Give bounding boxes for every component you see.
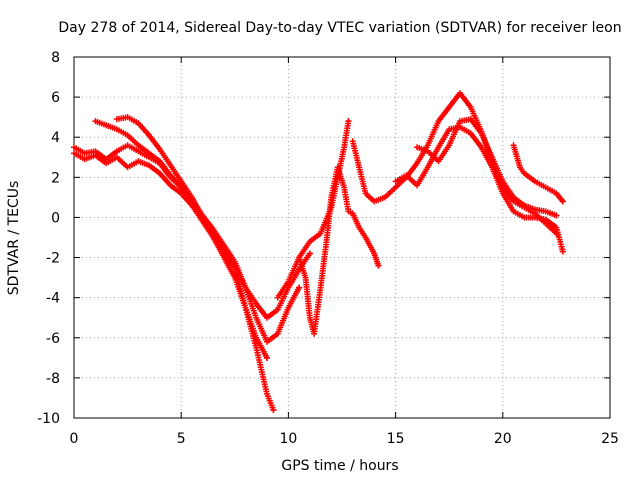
plot-frame bbox=[73, 56, 611, 419]
series-track-d bbox=[113, 114, 270, 361]
y-tick-label: -10 bbox=[37, 411, 60, 427]
x-tick-label: 20 bbox=[494, 431, 512, 447]
data-point bbox=[559, 248, 566, 255]
chart-title: Day 278 of 2014, Sidereal Day-to-day VTE… bbox=[58, 20, 621, 36]
data-point bbox=[296, 284, 303, 291]
series-track-j bbox=[510, 142, 566, 205]
y-tick-label: 6 bbox=[51, 90, 60, 106]
y-tick-label: -2 bbox=[46, 251, 60, 267]
y-tick-label: 0 bbox=[51, 210, 60, 226]
y-tick-label: -4 bbox=[46, 291, 60, 307]
data-point bbox=[270, 406, 277, 413]
y-tick-label: 4 bbox=[51, 130, 60, 146]
data-point bbox=[306, 250, 313, 257]
x-tick-label: 25 bbox=[601, 431, 619, 447]
y-tick-label: 8 bbox=[51, 50, 60, 66]
data-point bbox=[375, 262, 382, 269]
x-tick-label: 0 bbox=[70, 431, 79, 447]
x-axis-label: GPS time / hours bbox=[281, 458, 398, 474]
x-tick-label: 15 bbox=[387, 431, 405, 447]
x-tick-label: 10 bbox=[279, 431, 297, 447]
series-track-f bbox=[296, 164, 382, 337]
data-point bbox=[263, 354, 270, 361]
series-track-h bbox=[392, 124, 566, 255]
y-tick-label: -8 bbox=[46, 371, 60, 387]
series-track-b bbox=[71, 142, 303, 345]
data-point bbox=[345, 118, 352, 125]
series-track-e bbox=[274, 118, 352, 301]
y-tick-label: 2 bbox=[51, 170, 60, 186]
data-point bbox=[553, 212, 560, 219]
data-point bbox=[559, 198, 566, 205]
y-axis-label: SDTVAR / TECUs bbox=[6, 181, 22, 296]
x-tick-label: 5 bbox=[177, 431, 186, 447]
series-track-i bbox=[414, 116, 560, 219]
y-tick-label: -6 bbox=[46, 331, 60, 347]
